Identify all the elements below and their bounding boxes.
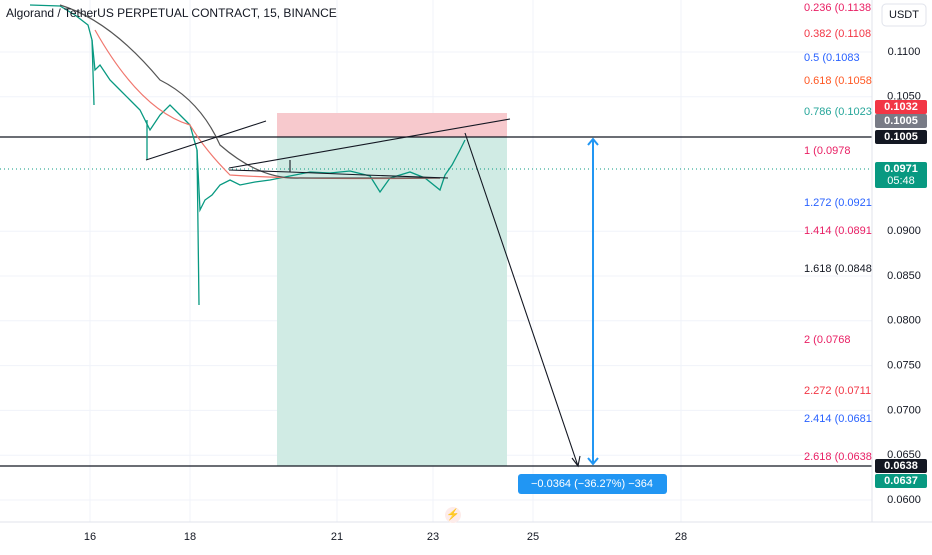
price-label: 0.1100: [888, 46, 921, 58]
price-label: 0.0750: [887, 360, 921, 372]
dynamic-layer: 0.1100 0.1050 0.0900 0.0850 0.0800 0.0750 0.07…: [84, 2, 927, 543]
price-label: 0.0600: [887, 494, 921, 506]
fib-label: 1.414 (0.0891: [804, 225, 872, 237]
time-label: 23: [427, 531, 439, 543]
price-label: 0.0800: [887, 315, 921, 327]
trend-lines: [145, 118, 511, 179]
price-tag: [875, 130, 927, 144]
measure-label: −0.0364 (−36.27%) −364: [531, 478, 653, 490]
fib-label: 0.382 (0.1108: [804, 28, 871, 40]
fib-label: 2.618 (0.0638: [804, 451, 872, 463]
price-tag-label: 0.1005: [884, 131, 918, 143]
symbol-title: Algorand / TetherUS PERPETUAL CONTRACT, …: [6, 6, 337, 20]
price-label: 0.1050: [887, 91, 921, 103]
target-zone: [277, 137, 507, 466]
projection-arrow: [464, 132, 581, 468]
price-label: 0.0900: [887, 225, 921, 237]
price-label: 0.0850: [887, 270, 921, 282]
time-label: 28: [675, 531, 687, 543]
fib-label: 1 (0.0978: [804, 145, 850, 157]
price-path: [29, 4, 466, 213]
time-label: 18: [184, 531, 196, 543]
time-label: 25: [527, 531, 539, 543]
fib-label: 2.272 (0.0711: [804, 385, 871, 397]
fib-label: 2 (0.0768: [804, 334, 850, 346]
fib-label: 0.618 (0.1058: [804, 75, 872, 87]
price-tag: [875, 114, 927, 128]
stop-zone: [277, 113, 507, 137]
fib-label: 0.236 (0.1138: [804, 2, 871, 14]
fib-label: 2.414 (0.0681: [804, 413, 872, 425]
time-label: 21: [331, 531, 343, 543]
ma-slow: [59, 4, 440, 179]
fib-label: 0.786 (0.1023: [804, 106, 872, 118]
price-tag: [875, 474, 927, 488]
currency-label[interactable]: USDT: [889, 9, 919, 21]
price-wick: [91, 39, 200, 306]
countdown-label: 05:48: [887, 175, 915, 187]
price-label: 0.0650: [887, 449, 921, 461]
price-tag-label: 0.1005: [884, 115, 918, 127]
currency-button[interactable]: [881, 3, 927, 27]
measure-arrow: [587, 137, 599, 466]
price-tag-label: 0.1032: [884, 101, 918, 113]
price-tag-label: 0.0971: [884, 163, 918, 175]
price-tag-label: 0.0638: [884, 460, 918, 472]
event-icon[interactable]: [445, 507, 461, 523]
measure-box: [518, 474, 667, 494]
time-label: 16: [84, 531, 96, 543]
price-tag: [875, 162, 927, 188]
price-label: 0.0700: [887, 404, 921, 416]
event-icon-glyph: ⚡: [446, 508, 460, 521]
price-tag-label: 0.0637: [884, 475, 918, 487]
fib-label: 1.272 (0.0921: [804, 197, 872, 209]
fib-label: 1.618 (0.0848: [804, 263, 872, 275]
price-tag: [875, 100, 927, 114]
fib-label: 0.5 (0.1083: [804, 52, 860, 64]
price-tag: [875, 459, 927, 473]
